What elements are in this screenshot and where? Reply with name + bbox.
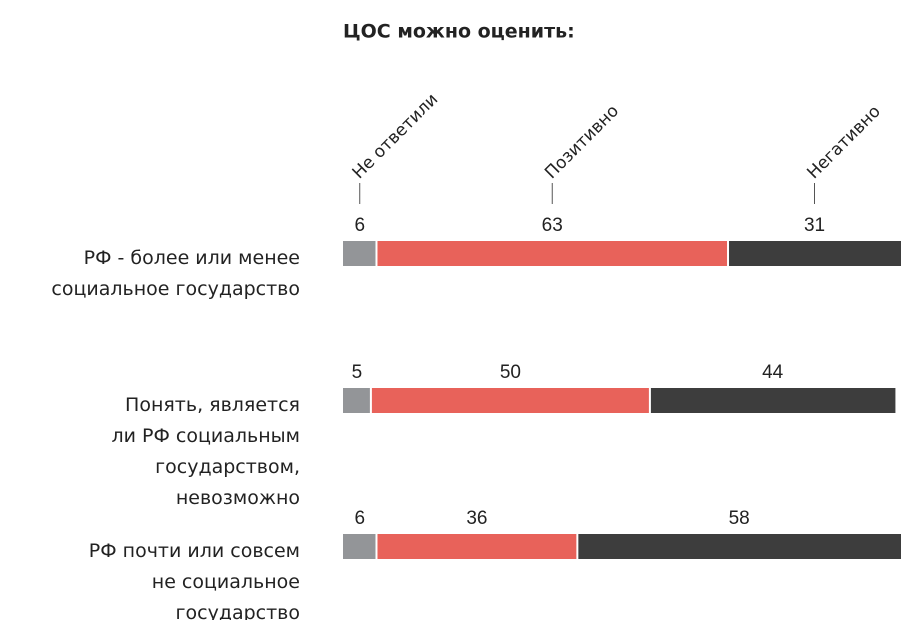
category-label: РФ - более или менее bbox=[84, 247, 300, 269]
category-label: Понять, является bbox=[125, 394, 300, 416]
legend-label: Негативно bbox=[803, 102, 884, 183]
value-label: 5 bbox=[352, 362, 363, 383]
category-label: социальное государство bbox=[51, 278, 300, 300]
category-label: не социальное bbox=[152, 571, 300, 593]
bar-segment bbox=[343, 241, 376, 266]
legend-label: Позитивно bbox=[541, 101, 623, 183]
value-label: 6 bbox=[354, 215, 365, 236]
value-label: 31 bbox=[804, 215, 825, 236]
value-label: 44 bbox=[762, 362, 784, 383]
bar-segment bbox=[650, 388, 896, 413]
bar-segment bbox=[343, 534, 376, 559]
bar-segment bbox=[729, 241, 901, 266]
category-label: государство bbox=[176, 602, 300, 620]
bar-segment bbox=[371, 388, 649, 413]
bar-segment bbox=[578, 534, 901, 559]
category-label: невозможно bbox=[176, 487, 300, 509]
value-label: 50 bbox=[500, 362, 521, 383]
value-label: 6 bbox=[354, 508, 365, 529]
category-label: государством, bbox=[155, 456, 300, 478]
bar-segment bbox=[343, 388, 370, 413]
value-label: 36 bbox=[466, 508, 487, 529]
category-label: РФ почти или совсем bbox=[89, 540, 300, 562]
bar-segment bbox=[377, 241, 728, 266]
category-label: ли РФ социальным bbox=[112, 425, 300, 447]
chart-title: ЦОС можно оценить: bbox=[343, 21, 575, 43]
legend-label: Не ответили bbox=[349, 90, 443, 184]
bar-segment bbox=[377, 534, 577, 559]
value-label: 63 bbox=[542, 215, 563, 236]
value-label: 58 bbox=[729, 508, 750, 529]
